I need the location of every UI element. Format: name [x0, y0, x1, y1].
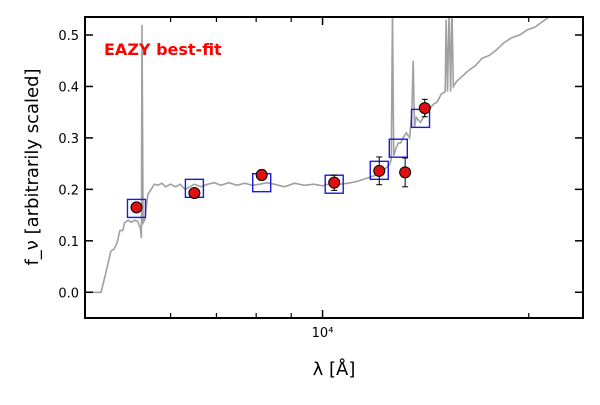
observed-flux-point: [130, 201, 143, 214]
y-tick-label: 0.4: [58, 80, 79, 95]
y-tick-label: 0.5: [58, 29, 79, 44]
template-spectrum-line: [88, 17, 556, 294]
y-axis-label: f_ν [arbitrarily scaled]: [22, 68, 43, 265]
observed-flux-point: [328, 176, 341, 189]
model-flux-box: [388, 138, 409, 158]
observed-flux-point: [188, 186, 201, 199]
x-axis-label: λ [Å]: [313, 358, 356, 380]
y-tick-label: 0.3: [58, 132, 79, 147]
y-tick-label: 0.1: [58, 235, 79, 250]
annotation-label: EAZY best-fit: [104, 40, 222, 59]
y-tick-label: 0.0: [58, 286, 79, 301]
observed-flux-point: [373, 164, 386, 177]
observed-flux-point: [399, 166, 412, 179]
observed-flux-point: [418, 102, 431, 115]
observed-flux-point: [255, 168, 268, 181]
plot-frame: [84, 16, 584, 319]
y-tick-label: 0.2: [58, 183, 79, 198]
plot-background: [85, 17, 583, 318]
x-tick-label: 10⁴: [312, 326, 334, 341]
model-flux-box: [126, 198, 147, 219]
